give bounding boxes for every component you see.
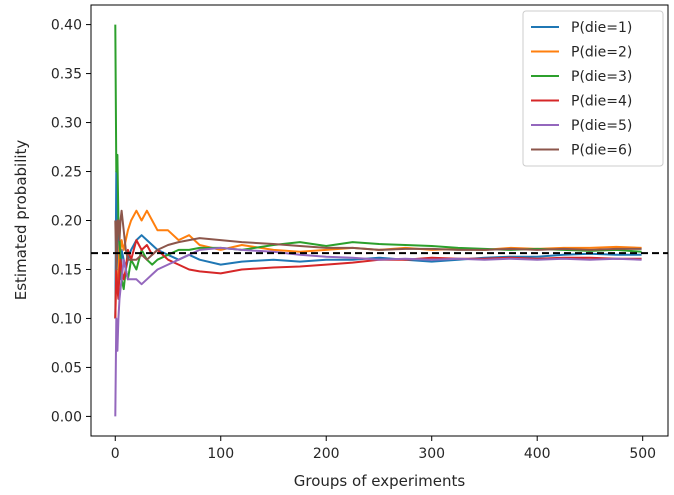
y-tick-label: 0.05 [51,360,82,376]
x-tick-label: 500 [629,446,656,462]
x-tick-label: 0 [111,446,120,462]
x-tick-label: 200 [313,446,340,462]
x-axis-label: Groups of experiments [294,472,466,490]
x-tick-label: 300 [418,446,445,462]
series-line-die-5 [114,246,642,417]
y-tick-label: 0.15 [51,262,82,278]
y-axis-label: Estimated probability [12,140,30,301]
legend-label-die-3: P(die=3) [571,69,632,85]
y-tick-label: 0.30 [51,116,82,132]
series-line-die-6 [114,209,642,271]
x-axis: 0 100 200 300 400 500 [111,436,656,462]
y-tick-label: 0.20 [51,214,82,230]
y-tick-label: 0.00 [51,409,82,425]
plot-area [90,4,669,437]
x-tick-label: 400 [524,446,551,462]
legend-label-die-6: P(die=6) [571,143,632,159]
legend-label-die-2: P(die=2) [571,45,632,61]
legend-box [522,10,664,167]
legend-label-die-1: P(die=1) [571,20,632,36]
legend-label-die-4: P(die=4) [571,94,632,110]
x-tick-label: 100 [207,446,234,462]
legend: P(die=1) P(die=2) P(die=3) P(die=4) P(die=5)… [522,10,664,167]
y-tick-label: 0.25 [51,165,82,181]
legend-label-die-5: P(die=5) [571,118,632,134]
y-tick-label: 0.35 [51,67,82,83]
y-tick-label: 0.40 [51,18,82,34]
y-axis: 0.00 0.05 0.10 0.15 0.20 0.25 0.30 0.35 0.40 [51,18,91,425]
y-tick-label: 0.10 [51,311,82,327]
